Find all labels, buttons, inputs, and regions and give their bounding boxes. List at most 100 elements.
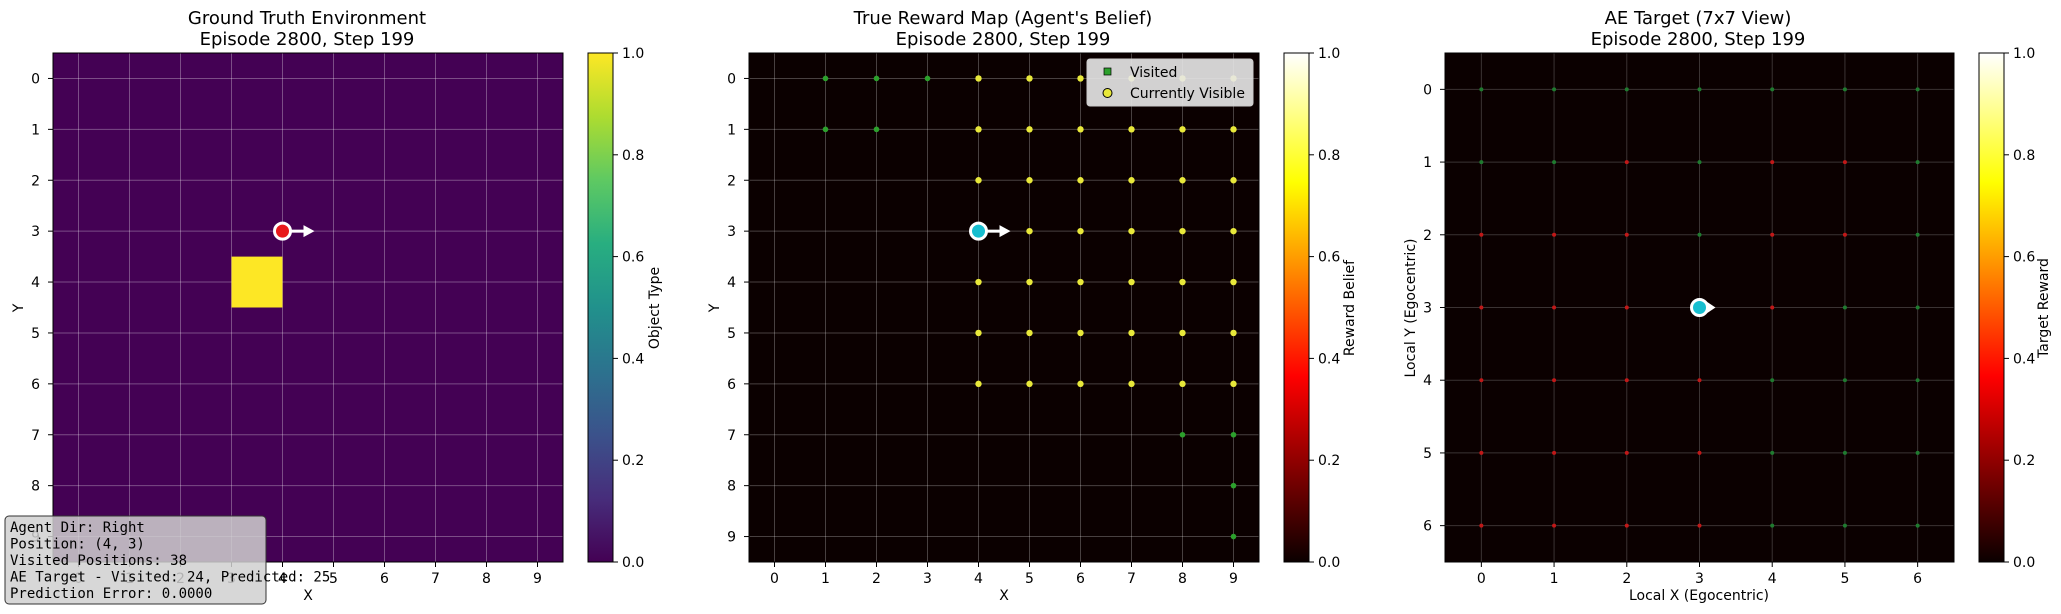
y-tick-label: 0: [1423, 82, 1432, 98]
visible-point: [1179, 329, 1186, 337]
red-cell-point: [1552, 378, 1557, 383]
colorbar-tick-label: 0.8: [2013, 148, 2035, 164]
red-cell-point: [1624, 523, 1629, 528]
panel2-xlabel: X: [999, 588, 1009, 604]
red-cell-point: [1697, 523, 1702, 528]
colorbar-tick-label: 0.8: [1318, 148, 1340, 164]
panel1-colorbar-ticks: 0.0 0.2 0.4 0.6 0.8 1.0: [613, 46, 644, 571]
green-cell-point: [1915, 87, 1920, 92]
visible-point: [1230, 177, 1237, 184]
y-tick-label: 1: [1423, 155, 1432, 171]
visible-point: [1026, 380, 1033, 388]
visited-point: [873, 126, 880, 133]
visited-point: [1179, 431, 1186, 438]
panel1-title-line1: Ground Truth Environment: [188, 8, 426, 29]
legend-visible-marker: [1102, 88, 1113, 98]
info-line: AE Target - Visited: 24, Predicted: 25: [10, 570, 330, 586]
colorbar-tick-label: 0.6: [622, 250, 644, 266]
colorbar-tick-label: 0.0: [1318, 555, 1340, 571]
visible-point: [1128, 177, 1135, 184]
x-tick-label: 6: [1076, 571, 1085, 587]
visible-point: [1230, 380, 1237, 388]
panel2-title-line2: Episode 2800, Step 199: [896, 29, 1111, 50]
red-cell-point: [1479, 232, 1484, 237]
agent-marker: [969, 221, 988, 241]
green-cell-point: [1915, 232, 1920, 237]
x-tick-label: 6: [1913, 571, 1922, 587]
visible-point: [1077, 75, 1084, 82]
colorbar-tick-label: 0.4: [1318, 351, 1340, 367]
visible-point: [1077, 227, 1084, 235]
visible-point: [1179, 278, 1186, 286]
colorbar-tick-label: 0.8: [622, 148, 644, 164]
visible-point: [1077, 126, 1084, 133]
info-line: Agent Dir: Right: [10, 520, 145, 536]
panel-ground-truth: Ground Truth Environment Episode 2800, S…: [4, 8, 663, 605]
red-cell-point: [1479, 450, 1484, 455]
green-cell-point: [1842, 305, 1847, 310]
panel-ae-target: AE Target (7x7 View) Episode 2800, Step …: [1403, 8, 2052, 604]
y-tick-label: 9: [727, 530, 736, 546]
panel1-colorbar: [587, 52, 614, 563]
x-tick-label: 9: [1229, 571, 1238, 587]
panel3-yticks: 0 1 2 3 4 5 6: [1423, 82, 1445, 535]
visible-point: [1128, 380, 1135, 388]
green-cell-point: [1770, 87, 1775, 92]
y-tick-label: 3: [31, 224, 40, 240]
y-tick-label: 2: [727, 173, 736, 189]
red-cell-point: [1552, 523, 1557, 528]
visible-point: [1077, 278, 1084, 286]
red-cell-point: [1770, 232, 1775, 237]
x-tick-label: 3: [923, 571, 932, 587]
green-cell-point: [1552, 87, 1557, 92]
visited-point: [1230, 431, 1237, 438]
green-cell-point: [1842, 87, 1847, 92]
green-cell-point: [1479, 87, 1484, 92]
red-cell-point: [1479, 378, 1484, 383]
colorbar-tick-label: 0.2: [622, 453, 644, 469]
x-tick-label: 8: [1178, 571, 1187, 587]
agent-marker: [1690, 298, 1709, 317]
y-tick-label: 5: [727, 326, 736, 342]
visited-point: [1230, 533, 1237, 540]
red-cell-point: [1552, 450, 1557, 455]
colorbar-tick-label: 1.0: [1318, 46, 1340, 62]
visible-point: [975, 126, 982, 133]
red-cell-point: [1624, 450, 1629, 455]
panel2-ylabel: Y: [707, 303, 723, 313]
red-cell-point: [1479, 305, 1484, 310]
panel3-xticks: 0 1 2 3 4 5 6: [1477, 562, 1922, 587]
red-cell-point: [1624, 305, 1629, 310]
x-tick-label: 5: [329, 571, 338, 587]
visible-point: [1026, 227, 1033, 235]
green-cell-point: [1770, 378, 1775, 383]
visible-point: [975, 278, 982, 286]
green-cell-point: [1697, 87, 1702, 92]
panel3-agent: [1690, 298, 1716, 317]
red-cell-point: [1479, 523, 1484, 528]
panel2-colorbar: [1283, 52, 1310, 563]
panel3-points: [1479, 87, 1920, 528]
green-cell-point: [1915, 450, 1920, 455]
y-tick-label: 5: [1423, 446, 1432, 462]
info-line: Position: (4, 3): [10, 537, 145, 553]
green-cell-point: [1552, 160, 1557, 165]
panel1-frame: [52, 52, 564, 563]
y-tick-label: 6: [31, 377, 40, 393]
panel3-colorbar-ticks: 0.0 0.2 0.4 0.6 0.8 1.0: [2004, 46, 2035, 571]
colorbar-tick-label: 0.2: [2013, 453, 2035, 469]
panel1-ylabel: Y: [11, 303, 27, 313]
colorbar-tick-label: 0.2: [1318, 453, 1340, 469]
agent-arrow-head: [303, 225, 315, 238]
panel2-colorbar-ticks: 0.0 0.2 0.4 0.6 0.8 1.0: [1309, 46, 1340, 571]
panel3-colorbar: [1978, 52, 2005, 563]
y-tick-label: 2: [31, 173, 40, 189]
panel2-title-line1: True Reward Map (Agent's Belief): [853, 8, 1153, 29]
colorbar-tick-label: 1.0: [622, 46, 644, 62]
info-line: Visited Positions: 38: [10, 553, 187, 569]
red-cell-point: [1624, 378, 1629, 383]
red-cell-point: [1624, 232, 1629, 237]
panel2-agent: [969, 221, 1011, 241]
